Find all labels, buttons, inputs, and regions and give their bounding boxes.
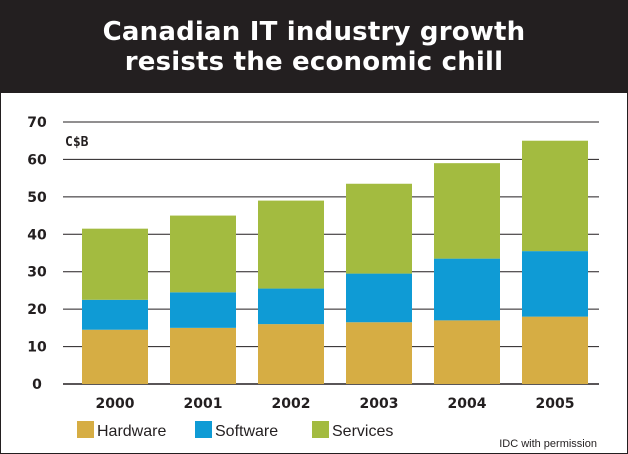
legend-swatch-software — [195, 421, 212, 438]
y-axis-ticks: 0 10 20 30 40 50 60 70 — [27, 115, 47, 393]
bar-segment-hardware — [346, 322, 412, 384]
y-tick-label: 30 — [27, 265, 47, 281]
x-axis-ticks: 2000 2001 2002 2003 2004 2005 — [96, 396, 575, 412]
bar-segment-software — [346, 273, 412, 323]
bar-segment-hardware — [170, 327, 236, 384]
y-tick-label: 10 — [27, 340, 47, 356]
y-tick-label: 60 — [27, 152, 47, 168]
legend-swatch-hardware — [77, 421, 94, 438]
bar-segment-software — [522, 251, 588, 317]
x-tick-label: 2002 — [272, 396, 311, 412]
legend-label-hardware: Hardware — [97, 423, 166, 440]
y-tick-label: 70 — [27, 115, 47, 131]
bar-segment-services — [170, 215, 236, 293]
bar-segment-hardware — [258, 324, 324, 384]
bar-segment-services — [346, 183, 412, 274]
x-tick-label: 2003 — [360, 396, 399, 412]
x-tick-label: 2004 — [448, 396, 487, 412]
chart-title-line-1: Canadian IT industry growth — [102, 17, 526, 47]
legend-swatch-services — [312, 421, 329, 438]
bar-segment-services — [82, 228, 148, 300]
bar-segment-hardware — [522, 316, 588, 384]
x-tick-label: 2001 — [184, 396, 223, 412]
chart-title-line-2: resists the economic chill — [124, 47, 504, 77]
bar-segment-services — [522, 140, 588, 252]
bar-segment-hardware — [434, 320, 500, 384]
legend-label-services: Services — [332, 423, 393, 440]
legend: Hardware Software Services — [77, 421, 393, 440]
x-tick-label: 2000 — [96, 396, 135, 412]
title-bar: Canadian IT industry growth resists the … — [1, 1, 627, 93]
gridlines — [63, 121, 599, 385]
source-note: IDC with permission — [499, 438, 597, 450]
bar-segment-software — [258, 288, 324, 325]
bar-group — [82, 140, 588, 384]
x-tick-label: 2005 — [536, 396, 575, 412]
y-tick-label: 20 — [27, 302, 47, 318]
bar-segment-software — [170, 292, 236, 328]
bar-segment-software — [434, 258, 500, 321]
y-tick-label: 50 — [27, 190, 47, 206]
bar-segment-services — [258, 200, 324, 289]
y-axis-unit-label: C$B — [65, 135, 89, 150]
bar-segment-hardware — [82, 329, 148, 384]
legend-label-software: Software — [215, 423, 278, 440]
y-tick-label: 0 — [32, 377, 42, 393]
bar-segment-services — [434, 163, 500, 259]
y-tick-label: 40 — [27, 227, 47, 243]
bar-segment-software — [82, 299, 148, 330]
